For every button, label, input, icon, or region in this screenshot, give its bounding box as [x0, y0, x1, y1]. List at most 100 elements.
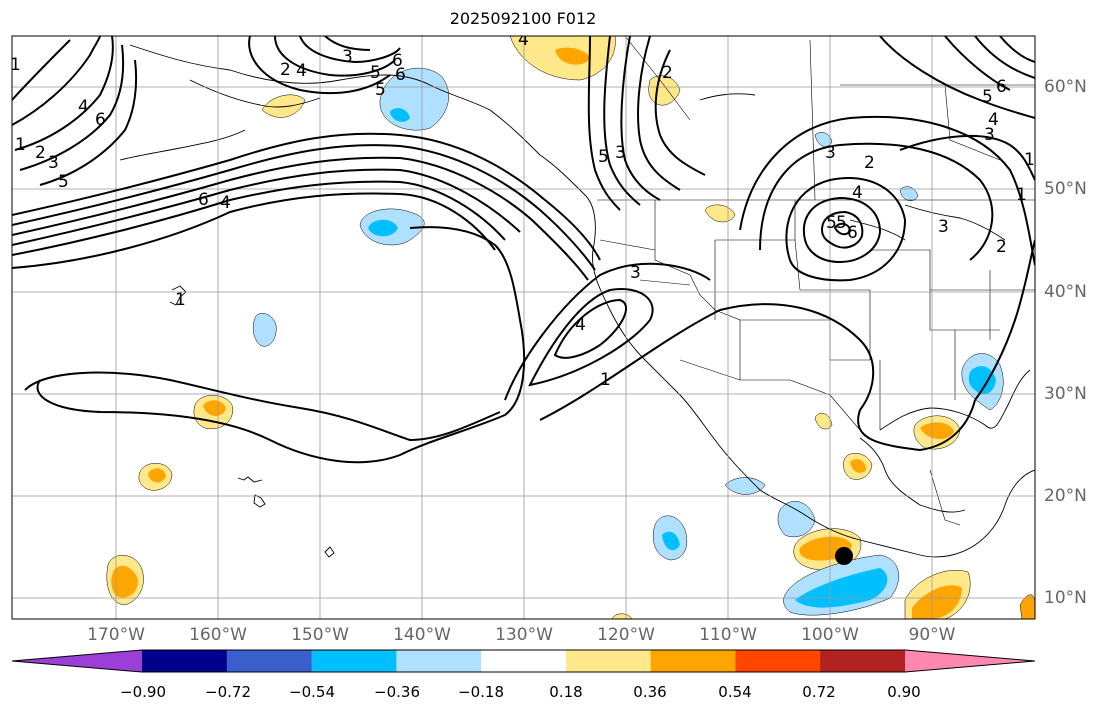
contour-label: 4 — [852, 183, 863, 203]
contour-ne-4 — [999, 36, 1035, 63]
contour-label: 2 — [35, 143, 46, 163]
contour-jet-1 — [12, 132, 601, 261]
plot-area — [12, 36, 1035, 619]
contour-label: 1 — [175, 290, 186, 310]
contour-east-1 — [974, 239, 1035, 401]
shade-blue-cpac-core — [662, 531, 680, 551]
contour-low-outer — [759, 142, 994, 261]
lat-label: 60°N — [1044, 77, 1087, 97]
shade-orange-gulf — [920, 422, 954, 440]
shade-blue-can — [814, 132, 833, 147]
colorbar-extend-low — [12, 650, 142, 672]
shade-gulf-blue-core — [368, 219, 398, 237]
contour-sw-1 — [504, 262, 711, 401]
contour-can-1 — [587, 36, 621, 211]
contour-mid-1 — [539, 303, 976, 452]
shade-blue-mex — [777, 501, 816, 538]
colorbar-segment — [396, 650, 482, 672]
contour-jet-6 — [12, 192, 496, 269]
contour-nw-3 — [14, 36, 114, 151]
contour-can-4 — [637, 36, 681, 191]
contour-label: 1 — [1024, 150, 1035, 170]
contour-jet-5 — [12, 180, 506, 256]
contour-label: 6 — [392, 51, 403, 71]
colorbar-tick-label: −0.18 — [458, 683, 504, 701]
contour-label: 6 — [847, 223, 858, 243]
shade-yellow-right — [1019, 594, 1035, 619]
colorbar — [11, 649, 1036, 673]
lon-label: 130°W — [495, 625, 553, 645]
contour-label: 6 — [198, 190, 209, 210]
lon-label: 160°W — [189, 625, 247, 645]
colorbar-extend-high — [905, 650, 1035, 672]
shade-blue-ne — [899, 186, 919, 202]
storm-center-dot — [835, 547, 853, 565]
contour-can-2 — [603, 36, 641, 206]
contour-label: 2 — [996, 237, 1007, 257]
contour-ak-2 — [274, 36, 396, 77]
contour-label: 4 — [518, 30, 529, 50]
lon-label: 140°W — [393, 625, 451, 645]
contour-label: 6 — [395, 65, 406, 85]
shade-orange-w1 — [148, 468, 166, 483]
shade-orange-topright — [555, 47, 590, 65]
contour-label: 5 — [370, 63, 381, 83]
lon-label: 90°W — [908, 625, 956, 645]
lat-label: 40°N — [1044, 282, 1087, 302]
lat-label: 20°N — [1044, 486, 1087, 506]
lon-label: 170°W — [87, 625, 145, 645]
shade-blue-fl-core — [968, 366, 996, 395]
contour-can-5 — [654, 49, 706, 176]
lat-label: 30°N — [1044, 384, 1087, 404]
contour-ak-4 — [324, 36, 371, 51]
contour-label: 5 — [375, 80, 386, 100]
shade-yellow-mt — [704, 204, 736, 223]
contour-can-3 — [620, 36, 661, 201]
contour-low-4 — [833, 222, 852, 236]
contour-low-1 — [785, 177, 907, 282]
colorbar-segment — [481, 650, 567, 672]
contour-low-2 — [802, 196, 882, 264]
contour-label: 4 — [575, 315, 586, 335]
contour-label: 3 — [938, 217, 949, 237]
colorbar-tick-label: 0.90 — [887, 683, 921, 701]
shade-pac-blue — [252, 313, 277, 347]
contour-ne-1 — [879, 36, 1035, 119]
contour-label: 1 — [15, 135, 26, 155]
colorbar-tick-label: −0.72 — [205, 683, 251, 701]
colorbar-tick-label: 0.72 — [802, 683, 836, 701]
contour-label: 4 — [988, 110, 999, 130]
colorbar-segment — [735, 650, 821, 672]
contour-nw-4 — [19, 44, 125, 171]
colorbar-segment — [142, 650, 228, 672]
colorbar-tick-label: 0.36 — [633, 683, 667, 701]
shade-orange-tx — [850, 459, 866, 473]
contour-nw-5 — [39, 59, 138, 186]
colorbar-tick-label: −0.36 — [374, 683, 420, 701]
contour-label: 1 — [10, 55, 21, 75]
contour-label: 4 — [296, 61, 307, 81]
contour-label: 5 — [836, 213, 847, 233]
political-borders — [597, 36, 1035, 526]
contour-label: 3 — [825, 143, 836, 163]
shade-yellow-nm — [814, 413, 833, 430]
lon-label: 150°W — [291, 625, 349, 645]
contour-label: 5 — [982, 87, 993, 107]
contour-label: 3 — [615, 143, 626, 163]
contour-sub-loop — [24, 371, 501, 442]
lon-label: 110°W — [699, 625, 757, 645]
shade-orange-w2 — [111, 565, 138, 598]
lat-label: 10°N — [1044, 588, 1087, 608]
colorbar-segment — [311, 650, 397, 672]
contour-sw-2 — [528, 288, 654, 387]
colorbar-outline — [11, 649, 1036, 673]
contour-label: 3 — [48, 153, 59, 173]
colorbar-segment — [565, 650, 652, 672]
lon-label: 100°W — [801, 625, 859, 645]
contour-big-loop — [36, 226, 526, 464]
contour-nw-2 — [12, 36, 101, 126]
contour-label: 1 — [1016, 185, 1027, 205]
colorbar-tick-label: −0.54 — [289, 683, 335, 701]
shade-orange-se — [912, 585, 962, 619]
